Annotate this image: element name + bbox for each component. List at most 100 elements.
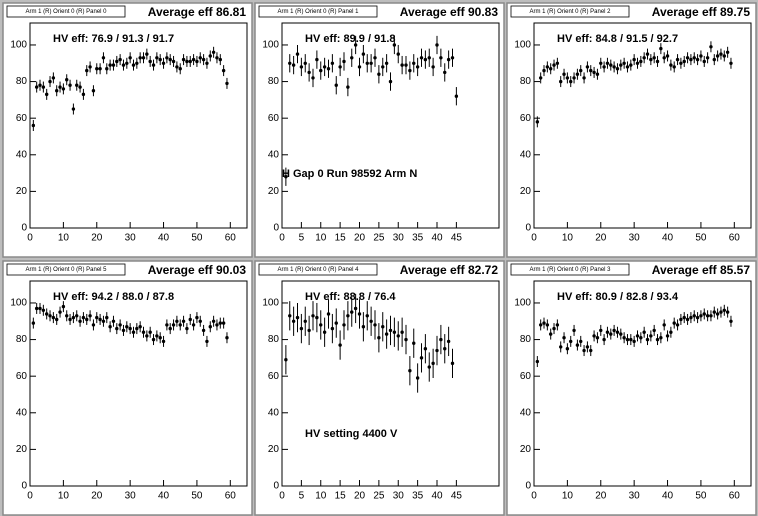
- y-tick-label: 0: [273, 481, 279, 492]
- y-tick-label: 20: [520, 444, 532, 455]
- data-point: [565, 347, 570, 351]
- data-point: [569, 79, 573, 84]
- x-tick-label: 10: [562, 491, 574, 502]
- y-tick-label: 80: [520, 76, 532, 87]
- data-point: [131, 330, 136, 334]
- data-point: [85, 68, 89, 73]
- data-point: [599, 328, 603, 333]
- data-point: [419, 56, 424, 60]
- data-point: [148, 59, 152, 64]
- x-tick-label: 20: [91, 233, 103, 244]
- data-point: [81, 315, 86, 320]
- data-point: [118, 57, 122, 62]
- y-tick-label: 40: [268, 407, 280, 418]
- data-point: [555, 323, 560, 327]
- y-tick-label: 0: [21, 223, 27, 234]
- data-point: [361, 325, 366, 329]
- x-tick-label: 35: [412, 491, 424, 502]
- x-tick-label: 15: [335, 491, 347, 502]
- data-point: [98, 67, 102, 71]
- data-point: [118, 323, 122, 327]
- data-point: [178, 323, 182, 327]
- pad-label: Arm 1 (R) Orient 0 (R) Panel 1: [277, 9, 359, 15]
- data-point: [299, 326, 304, 331]
- data-point: [221, 321, 226, 325]
- pad-label-box: [258, 263, 378, 276]
- data-point: [51, 315, 56, 320]
- data-point: [669, 63, 673, 67]
- data-point: [41, 308, 46, 312]
- data-point: [225, 81, 229, 86]
- data-point: [346, 85, 350, 89]
- data-point: [609, 63, 613, 67]
- data-point: [699, 314, 703, 318]
- data-point: [128, 326, 132, 331]
- pad: Arm 1 (R) Orient 0 (R) Panel 3 Average ef…: [506, 260, 757, 516]
- y-tick-label: 20: [520, 186, 532, 197]
- data-point: [396, 52, 400, 56]
- data-point: [369, 61, 373, 65]
- data-point: [609, 332, 613, 336]
- x-tick-label: 40: [431, 233, 443, 244]
- data-point: [538, 323, 543, 327]
- pad-label: Arm 1 (R) Orient 0 (R) Panel 0: [25, 9, 107, 15]
- data-point: [592, 70, 596, 75]
- data-point: [679, 317, 683, 322]
- data-point: [155, 56, 159, 60]
- plot-frame: [533, 280, 752, 487]
- data-point: [75, 314, 79, 318]
- hv-eff-text: HV eff: 80.9 / 82.8 / 93.4: [557, 291, 679, 303]
- data-point: [188, 59, 192, 64]
- data-point: [662, 56, 666, 60]
- y-tick-label: 20: [16, 444, 28, 455]
- x-tick-label: 40: [662, 233, 674, 244]
- x-tick-label: 0: [279, 491, 285, 502]
- x-tick-label: 40: [431, 491, 443, 502]
- data-point: [715, 312, 720, 316]
- data-point: [652, 56, 656, 60]
- data-point: [361, 52, 366, 56]
- data-point: [392, 330, 397, 334]
- data-point: [423, 57, 428, 62]
- y-tick-label: 20: [268, 444, 280, 455]
- data-point: [175, 65, 179, 69]
- data-point: [548, 332, 553, 336]
- data-point: [128, 56, 132, 60]
- data-point: [342, 59, 346, 64]
- data-point: [659, 336, 663, 340]
- data-point: [218, 321, 222, 325]
- data-point: [615, 330, 620, 334]
- data-point: [575, 343, 580, 347]
- data-point: [185, 326, 189, 331]
- data-point: [68, 83, 72, 87]
- panel-title: Average eff 89.75: [652, 5, 751, 19]
- data-point: [384, 332, 389, 336]
- data-point: [719, 310, 723, 314]
- data-point: [88, 65, 92, 69]
- data-point: [225, 336, 229, 340]
- data-point: [725, 310, 730, 314]
- data-point: [141, 56, 146, 60]
- hv-eff-text: HV eff: 76.9 / 91.3 / 91.7: [53, 33, 174, 45]
- data-point: [659, 46, 663, 51]
- y-tick-label: 80: [520, 334, 532, 345]
- data-point: [392, 43, 397, 47]
- y-tick-label: 0: [525, 481, 531, 492]
- plot-frame: [533, 22, 752, 229]
- data-point: [342, 323, 346, 327]
- data-point: [91, 89, 96, 93]
- data-point: [692, 314, 696, 318]
- data-point: [712, 310, 716, 314]
- data-point: [665, 54, 670, 58]
- data-point: [151, 337, 156, 342]
- annotation: HV setting 4400 V: [305, 428, 398, 440]
- data-point: [629, 63, 633, 67]
- data-point: [171, 59, 176, 64]
- data-point: [431, 65, 435, 69]
- data-point: [404, 63, 408, 67]
- data-point: [315, 57, 319, 62]
- data-point: [65, 314, 69, 318]
- data-point: [115, 326, 119, 331]
- data-point: [435, 348, 439, 353]
